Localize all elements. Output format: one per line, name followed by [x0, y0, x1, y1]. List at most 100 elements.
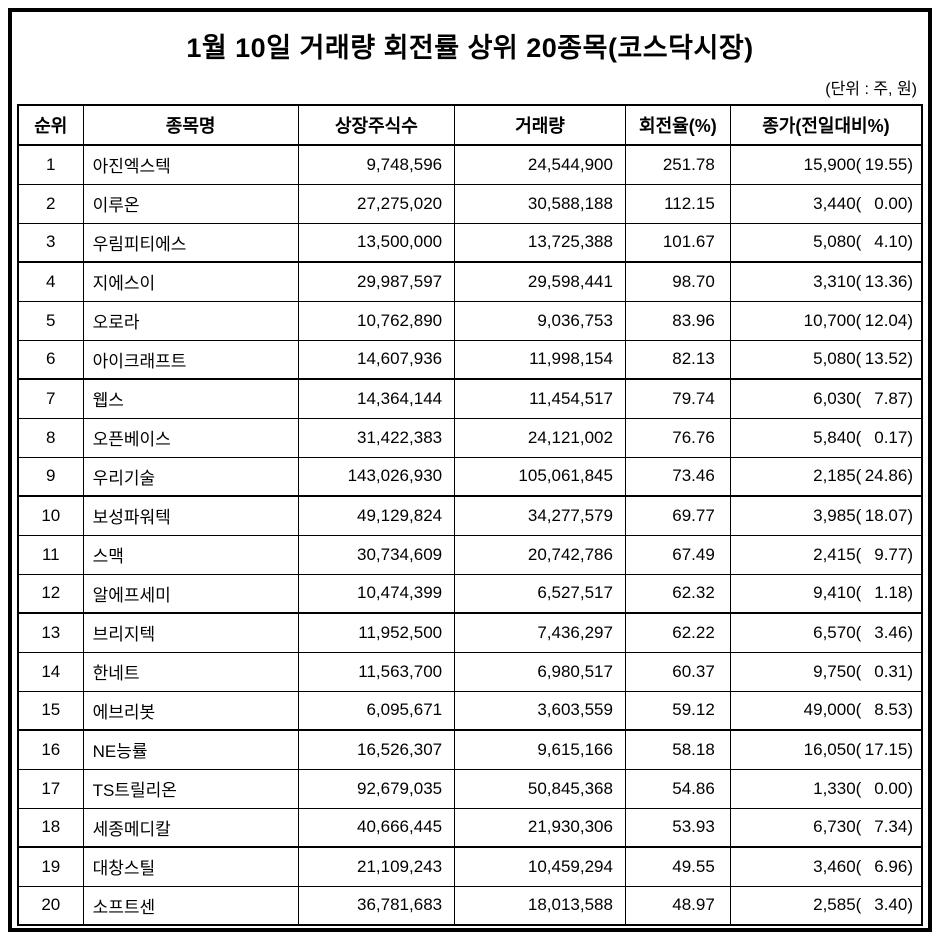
close-change-pct: 1.18 — [874, 583, 908, 603]
turnover-cell: 62.22 — [624, 612, 731, 653]
volume-turnover-table: 순위 종목명 상장주식수 거래량 회전율(%) 종가(전일대비%) 1 아진엑스텍… — [17, 104, 923, 926]
name-cell: 우리기술 — [82, 456, 299, 497]
column-header-rank: 순위 — [17, 104, 84, 146]
name-cell: 스맥 — [82, 534, 299, 575]
shares-cell: 49,129,824 — [297, 495, 456, 536]
turnover-cell: 83.96 — [624, 300, 731, 341]
name-cell: TS트릴리온 — [82, 768, 299, 809]
shares-cell: 92,679,035 — [297, 768, 456, 809]
name-cell: 웹스 — [82, 378, 299, 419]
close-cell: 49,000(8.53) — [729, 690, 923, 731]
close-cell: 15,900(19.55) — [729, 144, 923, 185]
close-price: 2,585( — [813, 895, 862, 915]
rank-cell: 2 — [17, 183, 84, 224]
shares-cell: 9,748,596 — [297, 144, 456, 185]
volume-cell: 18,013,588 — [454, 885, 626, 926]
volume-cell: 50,845,368 — [454, 768, 626, 809]
close-price: 2,415( — [813, 544, 862, 564]
rank-cell: 11 — [17, 534, 84, 575]
close-value: 3,985(18.07) — [735, 506, 913, 526]
rank-cell: 9 — [17, 456, 84, 497]
table-row: 19 대창스틸 21,109,243 10,459,294 49.55 3,460(6.9… — [17, 846, 923, 887]
close-cell: 5,080(4.10) — [729, 222, 923, 263]
close-price: 3,440( — [813, 193, 862, 213]
table-row: 2 이루온 27,275,020 30,588,188 112.15 3,440(0.00… — [17, 183, 923, 224]
close-cell: 2,585( 3.40) — [729, 885, 923, 926]
close-cell: 9,750(0.31) — [729, 651, 923, 692]
turnover-cell: 48.97 — [624, 885, 731, 926]
name-cell: 오픈베이스 — [82, 417, 299, 458]
close-paren: ) — [907, 271, 913, 291]
table-row: 18 세종메디칼 40,666,445 21,930,306 53.93 6,730(7.… — [17, 807, 923, 848]
close-cell: 2,185(24.86) — [729, 456, 923, 497]
close-cell: 2,415(9.77) — [729, 534, 923, 575]
name-cell: 아이크래프트 — [82, 339, 299, 380]
table-row: 11 스맥 30,734,609 20,742,786 67.49 2,415(9.77) — [17, 534, 923, 575]
table-row: 13 브리지텍 11,952,500 7,436,297 62.22 6,570(3.46… — [17, 612, 923, 653]
close-value: 5,840(0.17) — [735, 428, 913, 448]
column-header-volume: 거래량 — [454, 104, 626, 146]
close-cell: 6,030(7.87) — [729, 378, 923, 419]
close-cell: 3,440(0.00) — [729, 183, 923, 224]
name-cell: 한네트 — [82, 651, 299, 692]
close-value: 2,415(9.77) — [735, 545, 913, 565]
table-row: 9 우리기술 143,026,930 105,061,845 73.46 2,185(24… — [17, 456, 923, 497]
close-price: 3,460( — [813, 856, 862, 876]
shares-cell: 16,526,307 — [297, 729, 456, 770]
close-price: 15,900( — [803, 154, 862, 174]
shares-cell: 11,952,500 — [297, 612, 456, 653]
name-cell: 보성파워텍 — [82, 495, 299, 536]
name-cell: 우림피티에스 — [82, 222, 299, 263]
rank-cell: 8 — [17, 417, 84, 458]
name-cell: 브리지텍 — [82, 612, 299, 653]
close-price: 1,330( — [813, 778, 862, 798]
close-price: 9,410( — [813, 583, 862, 603]
close-paren: ) — [907, 700, 913, 720]
close-price: 10,700( — [803, 310, 862, 330]
rank-cell: 14 — [17, 651, 84, 692]
table-row: 5 오로라 10,762,890 9,036,753 83.96 10,700(12.04… — [17, 300, 923, 341]
close-value: 2,585( 3.40) — [735, 895, 913, 915]
close-paren: ) — [907, 232, 913, 252]
rank-cell: 7 — [17, 378, 84, 419]
rank-cell: 19 — [17, 846, 84, 887]
close-cell: 3,460(6.96) — [729, 846, 923, 887]
table-row: 15 에브리봇 6,095,671 3,603,559 59.12 49,000(8.53… — [17, 690, 923, 731]
close-value: 3,310(13.36) — [735, 272, 913, 292]
close-paren: ) — [907, 349, 913, 369]
name-cell: 이루온 — [82, 183, 299, 224]
close-paren: ) — [907, 427, 913, 447]
close-change-pct: 3.40 — [874, 895, 908, 915]
rank-cell: 3 — [17, 222, 84, 263]
close-value: 5,080(13.52) — [735, 349, 913, 369]
table-row: 16 NE능률 16,526,307 9,615,166 58.18 16,050(17.… — [17, 729, 923, 770]
volume-cell: 29,598,441 — [454, 261, 626, 302]
close-value: 2,185(24.86) — [735, 466, 913, 486]
shares-cell: 29,987,597 — [297, 261, 456, 302]
close-price: 3,310( — [813, 271, 862, 291]
close-paren: ) — [907, 895, 913, 915]
table-body: 1 아진엑스텍 9,748,596 24,544,900 251.78 15,900(19… — [17, 144, 923, 926]
name-cell: 대창스틸 — [82, 846, 299, 887]
table-row: 6 아이크래프트 14,607,936 11,998,154 82.13 5,080(13… — [17, 339, 923, 380]
table-row: 4 지에스이 29,987,597 29,598,441 98.70 3,310(13.3… — [17, 261, 923, 302]
turnover-cell: 98.70 — [624, 261, 731, 302]
unit-note: (단위 : 주, 원) — [825, 81, 917, 98]
rank-cell: 18 — [17, 807, 84, 848]
close-value: 9,410(1.18) — [735, 583, 913, 603]
close-price: 3,985( — [813, 505, 862, 525]
turnover-cell: 62.32 — [624, 573, 731, 614]
shares-cell: 14,364,144 — [297, 378, 456, 419]
close-price: 6,570( — [813, 622, 862, 642]
shares-cell: 143,026,930 — [297, 456, 456, 497]
close-change-pct: 4.10 — [874, 232, 908, 252]
table-row: 1 아진엑스텍 9,748,596 24,544,900 251.78 15,900(19… — [17, 144, 923, 185]
close-price: 6,730( — [813, 817, 862, 837]
close-cell: 3,985(18.07) — [729, 495, 923, 536]
column-header-turnover: 회전율(%) — [624, 104, 731, 146]
shares-cell: 30,734,609 — [297, 534, 456, 575]
close-paren: ) — [907, 778, 913, 798]
volume-cell: 30,588,188 — [454, 183, 626, 224]
volume-cell: 6,527,517 — [454, 573, 626, 614]
close-price: 49,000( — [803, 700, 862, 720]
